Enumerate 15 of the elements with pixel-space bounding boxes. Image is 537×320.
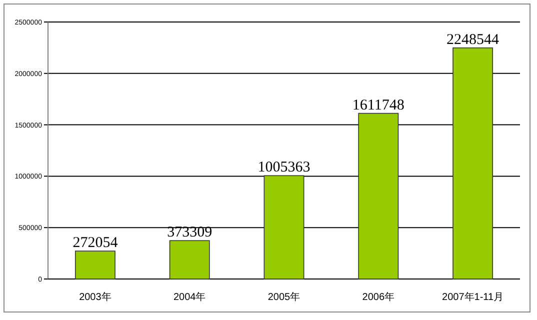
data-label: 1611748: [352, 97, 404, 114]
bar: [452, 47, 494, 280]
bar: [74, 250, 116, 280]
x-tick-label: 2004年: [173, 291, 206, 303]
bar: [264, 175, 304, 280]
data-label: 1005363: [258, 160, 310, 176]
data-label: 272054: [72, 235, 118, 252]
x-tick-label: 2003年: [79, 291, 112, 303]
x-tick-label: 2006年: [362, 291, 395, 303]
data-label: 2248544: [446, 32, 500, 48]
x-tick-label: 2005年: [268, 291, 300, 303]
bar: [358, 112, 399, 280]
x-tick-label: 2007年1-11月: [442, 291, 504, 303]
data-label: 373309: [167, 224, 212, 241]
bar: [169, 240, 210, 280]
